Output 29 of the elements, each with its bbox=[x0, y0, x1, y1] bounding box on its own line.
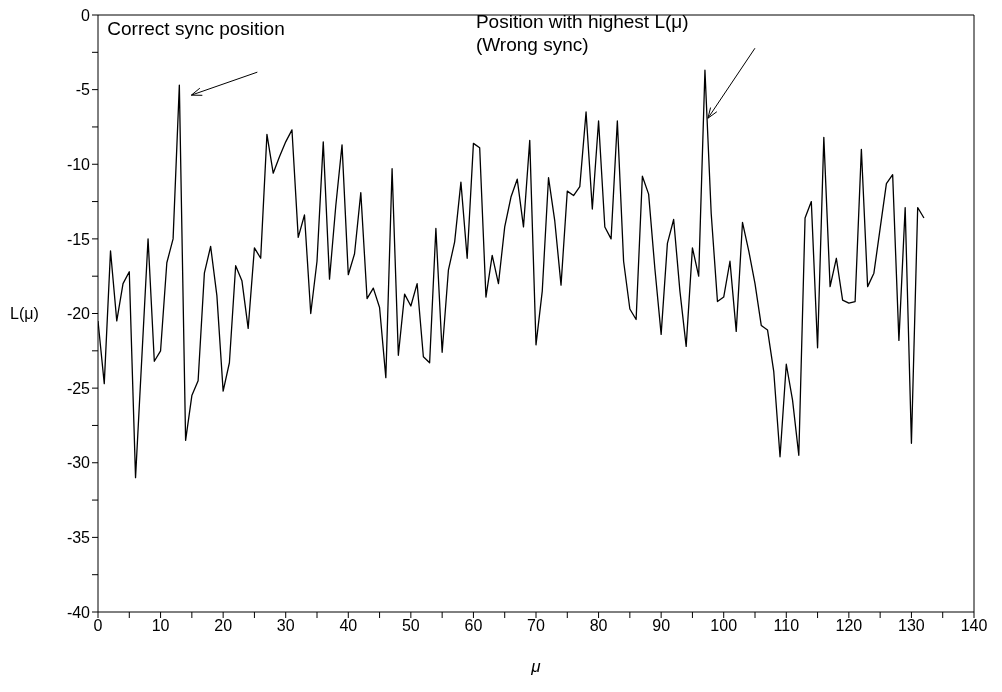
y-tick-label: -35 bbox=[66, 529, 91, 547]
y-tick-label: -30 bbox=[66, 454, 91, 472]
y-tick-label: -5 bbox=[75, 81, 91, 99]
x-tick-label: 10 bbox=[151, 617, 170, 635]
x-tick-label: 70 bbox=[527, 617, 545, 635]
x-tick-label: 40 bbox=[339, 617, 358, 635]
x-tick-label: 80 bbox=[589, 617, 608, 635]
x-tick-label: 130 bbox=[898, 617, 925, 635]
y-axis-title: L(μ) bbox=[10, 305, 39, 323]
y-tick-label: -20 bbox=[66, 305, 91, 323]
x-tick-label: 20 bbox=[214, 617, 233, 635]
x-tick-label: 90 bbox=[652, 617, 671, 635]
x-axis-title: μ bbox=[530, 657, 542, 676]
y-tick-label: -25 bbox=[66, 379, 91, 397]
annotation: Position with highest L(μ) bbox=[475, 11, 689, 33]
x-tick-label: 50 bbox=[401, 617, 420, 635]
x-tick-label: 0 bbox=[93, 617, 103, 635]
x-tick-label: 100 bbox=[710, 617, 738, 635]
y-tick-label: -40 bbox=[66, 603, 91, 621]
x-tick-label: 60 bbox=[464, 617, 483, 635]
x-tick-label: 30 bbox=[276, 617, 295, 635]
y-tick-label: -15 bbox=[66, 230, 91, 248]
x-tick-label: 120 bbox=[835, 617, 863, 635]
y-tick-label: -10 bbox=[66, 155, 91, 173]
annotation: (Wrong sync) bbox=[475, 34, 589, 56]
x-tick-label: 110 bbox=[773, 617, 800, 635]
y-tick-label: 0 bbox=[81, 6, 91, 24]
x-tick-label: 140 bbox=[960, 617, 988, 635]
annotation: Correct sync position bbox=[107, 18, 285, 40]
